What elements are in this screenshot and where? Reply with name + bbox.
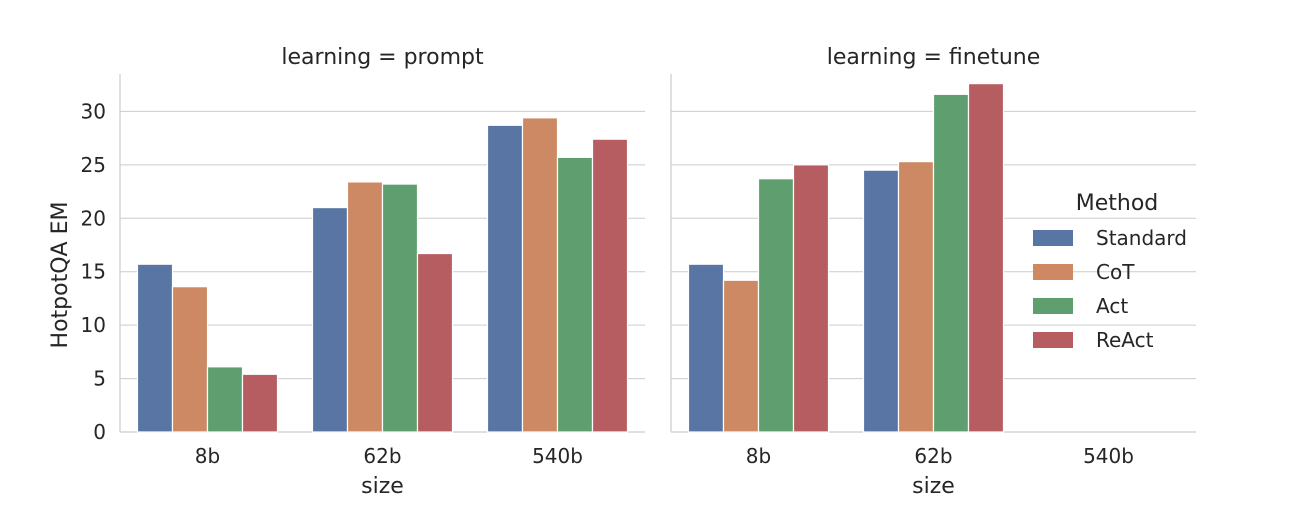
legend-swatch [1033,264,1073,280]
panels-layer: 0 5 10 15 20 25 30 learning = prompt 8b 62b 540b si… [81,45,1196,499]
x-tick-label: 62b [363,444,401,468]
panel-prompt: 0 5 10 15 20 25 30 learning = prompt 8b 62b 540b si… [81,45,645,499]
legend-swatch [1033,332,1073,348]
x-axis-label: size [912,474,955,499]
x-tick-label: 540b [1083,444,1134,468]
bar-cot-8b [722,279,760,433]
bar-act-540b [556,156,594,433]
bar-react-540b [591,138,629,433]
legend-label: Act [1096,294,1128,318]
legend-label: CoT [1096,260,1135,284]
legend-item-react: ReAct [1033,328,1154,352]
bar-act-62b [381,183,419,433]
bar-cot-62b [346,181,384,433]
bar-react-62b [967,83,1005,433]
bar-react-62b [416,252,454,433]
bar-standard-8b [687,263,725,433]
x-tick-label: 8b [746,444,771,468]
bar-act-8b [757,178,795,433]
y-axis-label: HotpotQA EM [48,202,73,349]
y-tick-label: 25 [81,153,106,177]
panel-title: learning = prompt [281,45,484,70]
legend: Method Standard CoT Act ReAct [1033,191,1187,352]
x-tick-label: 62b [914,444,952,468]
legend-swatch [1033,230,1073,246]
x-tick-label: 8b [195,444,220,468]
y-tick-label: 30 [81,99,106,123]
bar-cot-8b [171,286,209,433]
y-tick-label: 20 [81,206,106,230]
panel-title: learning = finetune [827,45,1041,70]
panel-finetune: learning = finetune 8b 62b 540b size [670,45,1196,499]
y-tick-label: 15 [81,260,106,284]
y-tick-label: 5 [93,367,106,391]
legend-item-cot: CoT [1033,260,1135,284]
bar-standard-540b [486,124,524,433]
legend-label: Standard [1096,226,1187,250]
y-tick-label: 0 [93,420,106,444]
legend-item-standard: Standard [1033,226,1187,250]
bar-standard-8b [136,263,174,433]
legend-label: ReAct [1096,328,1154,352]
bar-cot-62b [897,161,935,433]
x-tick-label: 540b [532,444,583,468]
legend-title: Method [1076,191,1159,216]
y-tick-label: 10 [81,313,106,337]
bar-standard-62b [311,206,349,433]
bar-standard-62b [862,169,900,433]
bar-react-8b [792,164,830,433]
legend-swatch [1033,298,1073,314]
x-axis-label: size [361,474,404,499]
bar-cot-540b [521,117,559,433]
bar-act-62b [932,93,970,433]
legend-item-act: Act [1033,294,1128,318]
bar-react-8b [241,373,279,433]
bar-act-8b [206,366,244,433]
